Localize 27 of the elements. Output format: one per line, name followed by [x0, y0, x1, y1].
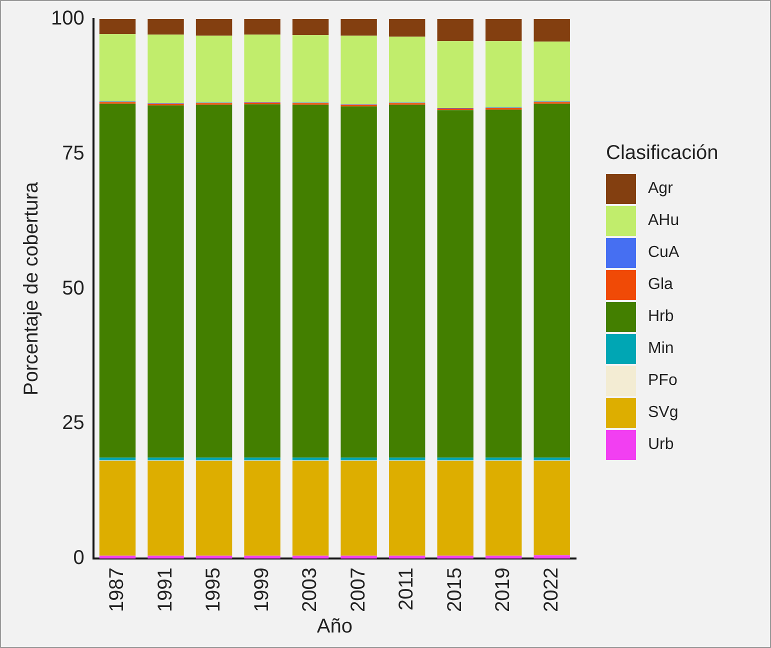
legend-label: Min [648, 340, 674, 358]
y-tick-label: 100 [50, 8, 84, 30]
x-tick-label: 1987 [106, 568, 128, 612]
x-tick-label: 2019 [492, 568, 514, 612]
x-tick-label: 2007 [347, 568, 370, 612]
legend-title: Clasificación [606, 142, 720, 165]
legend-label: Agr [648, 180, 673, 198]
x-tick-label: 2022 [540, 568, 562, 612]
x-tick-label: 2015 [444, 568, 466, 612]
legend-label: Gla [648, 276, 673, 294]
x-tick-label: 1999 [250, 568, 273, 612]
y-tick-label: 50 [62, 277, 84, 300]
y-tick-label: 75 [62, 142, 84, 164]
legend-label: Urb [648, 436, 674, 454]
x-tick-label: 2003 [299, 568, 322, 612]
y-tick-label: 0 [73, 547, 84, 570]
x-tick-label: 2011 [396, 568, 418, 611]
legend-label: CuA [648, 244, 680, 262]
y-tick-label: 25 [62, 412, 84, 434]
legend-label: PFo [648, 372, 678, 390]
x-tick-label: 1995 [202, 568, 225, 612]
y-axis-title: Porcentaje de cobertura [20, 181, 43, 396]
x-tick-label: 1991 [154, 568, 176, 612]
legend-label: AHu [648, 212, 680, 230]
x-axis-title: Año [316, 616, 352, 638]
legend-label: Hrb [648, 308, 674, 326]
legend-label: SVg [648, 404, 678, 422]
